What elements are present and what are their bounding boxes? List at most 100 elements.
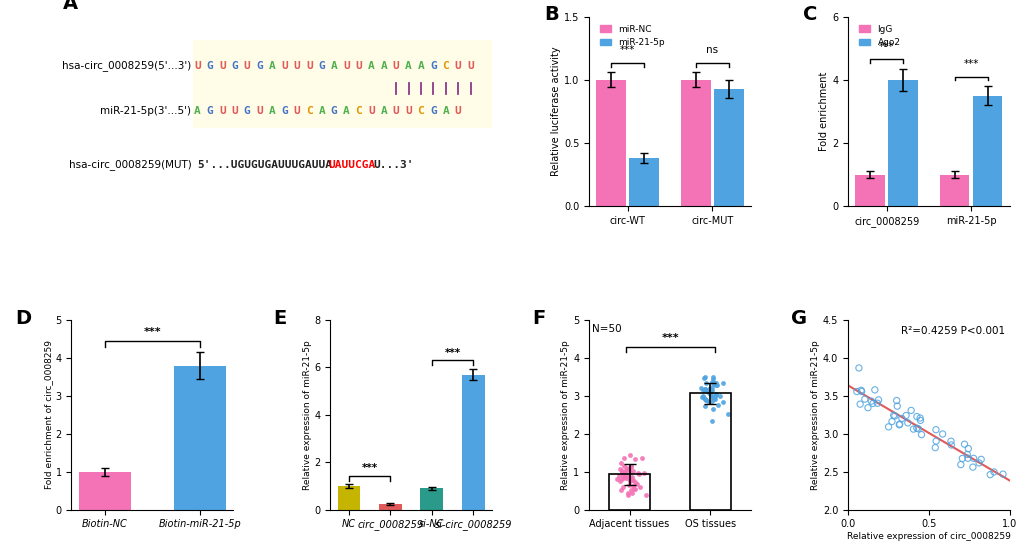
Text: U: U bbox=[256, 106, 263, 116]
Point bbox=[965, 454, 981, 463]
Bar bbox=[379, 504, 401, 510]
Text: N=50: N=50 bbox=[592, 324, 622, 334]
Point bbox=[695, 373, 711, 382]
Point bbox=[889, 402, 905, 411]
Y-axis label: Fold enrichment of circ_0008259: Fold enrichment of circ_0008259 bbox=[44, 340, 53, 489]
Text: U: U bbox=[194, 61, 201, 71]
Point bbox=[611, 465, 628, 474]
Point bbox=[623, 476, 639, 485]
Bar bbox=[420, 488, 443, 510]
Point bbox=[704, 393, 720, 402]
Point bbox=[902, 406, 918, 415]
Y-axis label: Relative expression of miR-21-5p: Relative expression of miR-21-5p bbox=[810, 340, 819, 490]
Point bbox=[706, 391, 722, 400]
Text: ***: *** bbox=[878, 42, 894, 52]
Text: A: A bbox=[405, 61, 412, 71]
Point bbox=[856, 394, 872, 403]
Point bbox=[956, 440, 972, 449]
Text: G: G bbox=[791, 309, 807, 327]
Point bbox=[633, 453, 649, 462]
Text: G: G bbox=[318, 61, 325, 71]
Point bbox=[943, 440, 959, 449]
Text: U: U bbox=[293, 61, 300, 71]
Point bbox=[625, 466, 641, 475]
Point bbox=[909, 424, 925, 433]
Point bbox=[859, 403, 875, 412]
Point bbox=[933, 429, 950, 438]
Text: ***: *** bbox=[660, 333, 679, 343]
Text: A: A bbox=[63, 0, 78, 13]
Legend: IgG, Ago2: IgG, Ago2 bbox=[855, 21, 903, 51]
Point bbox=[615, 454, 632, 463]
Point bbox=[701, 389, 717, 398]
Point bbox=[628, 480, 644, 489]
Point bbox=[705, 392, 721, 401]
Point bbox=[927, 425, 944, 434]
Bar bbox=[888, 80, 917, 206]
Point bbox=[695, 394, 711, 403]
Text: U: U bbox=[219, 61, 225, 71]
Bar bbox=[173, 366, 225, 510]
Point bbox=[714, 378, 731, 387]
Point bbox=[611, 485, 628, 494]
Point bbox=[697, 396, 713, 404]
Text: A: A bbox=[268, 106, 275, 116]
Point bbox=[637, 490, 653, 499]
Point bbox=[702, 388, 718, 397]
Point bbox=[852, 386, 868, 394]
Point bbox=[893, 414, 909, 423]
Point bbox=[614, 470, 631, 479]
Point bbox=[703, 396, 719, 405]
Point bbox=[707, 389, 723, 398]
Point bbox=[619, 491, 635, 500]
Point bbox=[697, 379, 713, 388]
Point bbox=[614, 473, 631, 481]
Text: C: C bbox=[417, 106, 424, 116]
Point bbox=[703, 386, 719, 395]
Point bbox=[959, 444, 975, 453]
Text: A: A bbox=[442, 106, 448, 116]
Point bbox=[635, 469, 651, 478]
Text: ns: ns bbox=[705, 45, 717, 55]
Point bbox=[959, 454, 975, 463]
Point bbox=[630, 469, 646, 478]
Bar bbox=[629, 158, 658, 206]
Text: G: G bbox=[207, 61, 213, 71]
Point bbox=[619, 471, 635, 480]
Point bbox=[706, 378, 722, 387]
Text: A: A bbox=[318, 106, 325, 116]
Text: U: U bbox=[405, 106, 412, 116]
Point bbox=[614, 461, 631, 470]
Point bbox=[625, 476, 641, 485]
Point bbox=[970, 459, 986, 468]
Point bbox=[899, 418, 915, 427]
Text: ***: *** bbox=[620, 45, 635, 55]
Point bbox=[696, 394, 712, 403]
Text: U: U bbox=[368, 106, 374, 116]
Point bbox=[708, 380, 725, 389]
Text: A: A bbox=[368, 61, 374, 71]
Text: G: G bbox=[430, 106, 436, 116]
Point bbox=[703, 417, 719, 425]
Point bbox=[862, 397, 878, 406]
Point bbox=[882, 417, 899, 426]
Text: hsa-circ_0008259(5'...3'): hsa-circ_0008259(5'...3') bbox=[62, 60, 192, 71]
Text: F: F bbox=[532, 309, 545, 327]
Point bbox=[719, 410, 736, 419]
Text: U: U bbox=[231, 106, 238, 116]
Point bbox=[620, 488, 636, 497]
Text: G: G bbox=[281, 106, 287, 116]
Point bbox=[696, 385, 712, 394]
Text: C: C bbox=[442, 61, 448, 71]
Bar bbox=[337, 486, 360, 510]
Point bbox=[869, 396, 886, 404]
Point bbox=[623, 489, 639, 497]
Point bbox=[711, 392, 728, 401]
Point bbox=[618, 473, 634, 482]
Point bbox=[713, 398, 730, 407]
Point bbox=[699, 388, 715, 397]
Point bbox=[630, 468, 646, 477]
Point bbox=[707, 380, 723, 389]
Point bbox=[622, 476, 638, 485]
Point bbox=[626, 454, 642, 463]
